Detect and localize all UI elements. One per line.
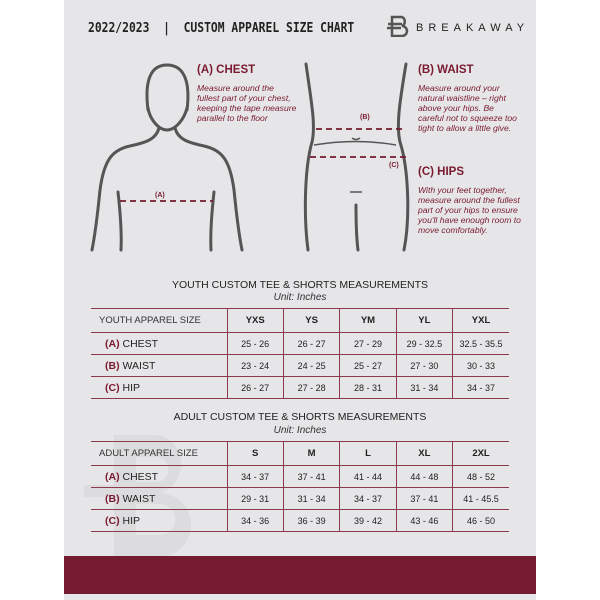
- table-cell: 24 - 25: [282, 354, 340, 377]
- table-cell: 31 - 34: [282, 487, 340, 510]
- table-row: (C) HIP 26 - 27 27 - 28 28 - 31 31 - 34 34 - …: [91, 376, 509, 399]
- hips-marker: (C): [389, 162, 399, 169]
- table-row: (A) CHEST 25 - 26 26 - 27 27 - 29 29 - 32.5 3…: [91, 332, 509, 355]
- table-cell: 32.5 - 35.5: [452, 332, 509, 355]
- table-cell: 37 - 41: [282, 465, 340, 488]
- table-cell: 25 - 27: [339, 354, 397, 377]
- youth-table-unit: Unit: Inches: [273, 292, 327, 303]
- footer-band: [64, 556, 536, 594]
- table-cell: 29 - 31: [226, 487, 284, 510]
- table-row: (B) WAIST 23 - 24 24 - 25 25 - 27 27 - 30 30 …: [91, 354, 509, 377]
- size-chart-page: 2022/2023 | CUSTOM APPAREL SIZE CHART BR…: [64, 0, 536, 600]
- brand-name: BREAKAWAY: [416, 22, 530, 34]
- row-label: WAIST: [122, 359, 156, 372]
- youth-table-title: YOUTH CUSTOM TEE & SHORTS MEASUREMENTS: [171, 279, 429, 291]
- size-column-header: YM: [339, 308, 397, 333]
- table-cell: 43 - 46: [395, 509, 453, 532]
- table-cell: 39 - 42: [339, 509, 397, 532]
- table-cell: 26 - 27: [226, 376, 284, 399]
- table-cell: 37 - 41: [395, 487, 453, 510]
- table-cell: 41 - 44: [339, 465, 397, 488]
- hips-description: With your feet together, measure around …: [418, 185, 521, 235]
- table-cell: 29 - 32.5: [395, 332, 453, 355]
- table-cell: 34 - 37: [452, 376, 509, 399]
- row-label: HIP: [122, 514, 141, 527]
- table-cell: 46 - 50: [452, 509, 509, 532]
- adult-table-title: ADULT CUSTOM TEE & SHORTS MEASUREMENTS: [173, 411, 427, 423]
- table-cell: 27 - 29: [339, 332, 397, 355]
- table-cell: 44 - 48: [395, 465, 453, 488]
- row-header-label: ADULT APPAREL SIZE: [91, 441, 227, 466]
- row-label: CHEST: [122, 470, 159, 483]
- row-label: WAIST: [122, 492, 156, 505]
- table-cell: 23 - 24: [226, 354, 284, 377]
- row-letter: (B): [105, 492, 120, 505]
- table-cell: 36 - 39: [282, 509, 340, 532]
- row-header-label: YOUTH APPAREL SIZE: [91, 308, 227, 333]
- table-cell: 31 - 34: [395, 376, 453, 399]
- chest-description: Measure around the fullest part of your …: [197, 83, 297, 123]
- size-column-header: L: [339, 441, 397, 466]
- size-column-header: YXL: [452, 308, 509, 333]
- table-cell: 41 - 45.5: [452, 487, 509, 510]
- table-row: (B) WAIST 29 - 31 31 - 34 34 - 37 37 - 41 41 …: [91, 487, 509, 510]
- table-cell: 48 - 52: [452, 465, 509, 488]
- table-cell: 26 - 27: [282, 332, 340, 355]
- row-letter: (A): [105, 337, 120, 350]
- waist-marker: (B): [360, 114, 370, 121]
- table-row: (A) CHEST 34 - 37 37 - 41 41 - 44 44 - 48 48 …: [91, 465, 509, 488]
- body-figures-illustration: [90, 62, 410, 252]
- table-cell: 34 - 36: [226, 509, 284, 532]
- adult-table-unit: Unit: Inches: [273, 425, 327, 436]
- table-row: (C) HIP 34 - 36 36 - 39 39 - 42 43 - 46 46 - …: [91, 509, 509, 532]
- breakaway-logo-icon: [387, 15, 409, 37]
- size-column-header: XL: [395, 441, 453, 466]
- waist-heading: (B) WAIST: [418, 64, 474, 76]
- table-header-row: ADULT APPAREL SIZE S M L XL 2XL: [91, 441, 509, 466]
- chest-marker: (A): [155, 192, 165, 199]
- row-letter: (C): [105, 381, 120, 394]
- table-cell: 28 - 31: [339, 376, 397, 399]
- size-column-header: S: [226, 441, 284, 466]
- chest-heading: (A) CHEST: [197, 64, 256, 76]
- size-column-header: 2XL: [452, 441, 509, 466]
- table-cell: 27 - 30: [395, 354, 453, 377]
- row-letter: (A): [105, 470, 120, 483]
- size-column-header: YXS: [226, 308, 284, 333]
- size-column-header: M: [282, 441, 340, 466]
- row-label: CHEST: [122, 337, 159, 350]
- row-letter: (B): [105, 359, 120, 372]
- page-title: 2022/2023 | CUSTOM APPAREL SIZE CHART: [88, 20, 355, 36]
- adult-size-table: ADULT APPAREL SIZE S M L XL 2XL (A) CHES…: [91, 441, 509, 532]
- table-cell: 27 - 28: [282, 376, 340, 399]
- table-cell: 25 - 26: [226, 332, 284, 355]
- table-header-row: YOUTH APPAREL SIZE YXS YS YM YL YXL: [91, 308, 509, 333]
- size-column-header: YL: [395, 308, 453, 333]
- row-label: HIP: [122, 381, 141, 394]
- row-letter: (C): [105, 514, 120, 527]
- waist-description: Measure around your natural waistline – …: [418, 83, 517, 133]
- table-cell: 30 - 33: [452, 354, 509, 377]
- size-column-header: YS: [282, 308, 340, 333]
- table-cell: 34 - 37: [226, 465, 284, 488]
- table-cell: 34 - 37: [339, 487, 397, 510]
- youth-size-table: YOUTH APPAREL SIZE YXS YS YM YL YXL (A) …: [91, 308, 509, 399]
- hips-heading: (C) HIPS: [418, 166, 464, 178]
